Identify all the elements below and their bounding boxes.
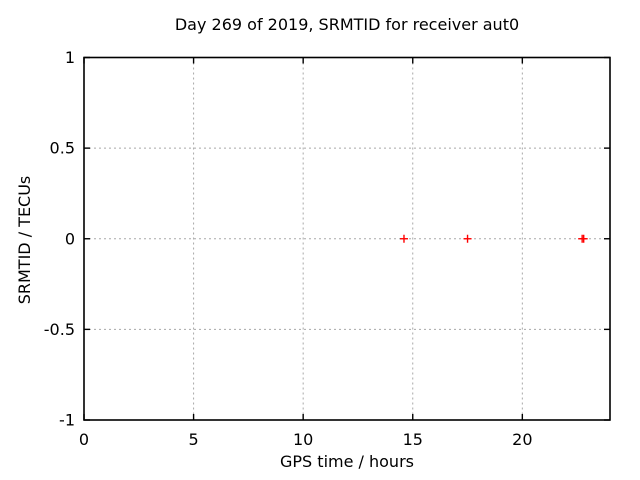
x-tick-label: 10 bbox=[293, 430, 313, 449]
x-tick-label: 0 bbox=[79, 430, 89, 449]
x-tick-label: 15 bbox=[403, 430, 423, 449]
y-tick-label: 1 bbox=[65, 48, 75, 67]
y-tick-label: 0 bbox=[65, 229, 75, 248]
x-tick-label: 5 bbox=[188, 430, 198, 449]
x-axis-label: GPS time / hours bbox=[280, 452, 414, 471]
chart-title: Day 269 of 2019, SRMTID for receiver aut… bbox=[174, 15, 520, 34]
y-tick-label: 0.5 bbox=[50, 139, 75, 158]
x-tick-label: 20 bbox=[512, 430, 532, 449]
y-tick-label: -0.5 bbox=[44, 320, 75, 339]
y-tick-label: -1 bbox=[59, 411, 75, 430]
plot-border bbox=[83, 56, 611, 421]
